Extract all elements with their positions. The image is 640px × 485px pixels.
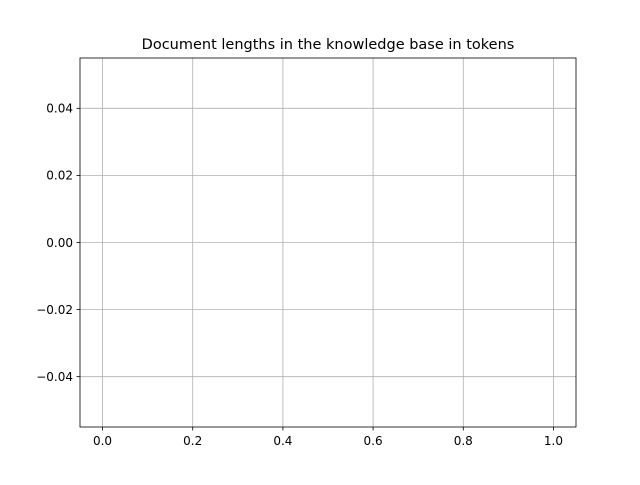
x-tick-label: 0.4: [273, 434, 292, 448]
axis-ticks: 0.0 0.2 0.4 0.6 0.8 1.0 0.04 0.02 0.00 −0.02 −0.04: [36, 102, 563, 448]
y-tick-label: 0.00: [46, 236, 73, 250]
y-tick-label: 0.04: [46, 102, 73, 116]
x-tick-label: 0.0: [93, 434, 112, 448]
x-tick-label: 0.2: [183, 434, 202, 448]
x-tick-label: 1.0: [544, 434, 563, 448]
y-tick-label: −0.04: [36, 370, 73, 384]
y-tick-label: 0.02: [46, 169, 73, 183]
y-tick-label: −0.02: [36, 303, 73, 317]
chart-title: Document lengths in the knowledge base i…: [142, 37, 515, 53]
x-tick-label: 0.8: [454, 434, 473, 448]
x-tick-label: 0.6: [364, 434, 383, 448]
grid-lines: [80, 58, 576, 427]
plot-area-frame: [79, 57, 577, 428]
